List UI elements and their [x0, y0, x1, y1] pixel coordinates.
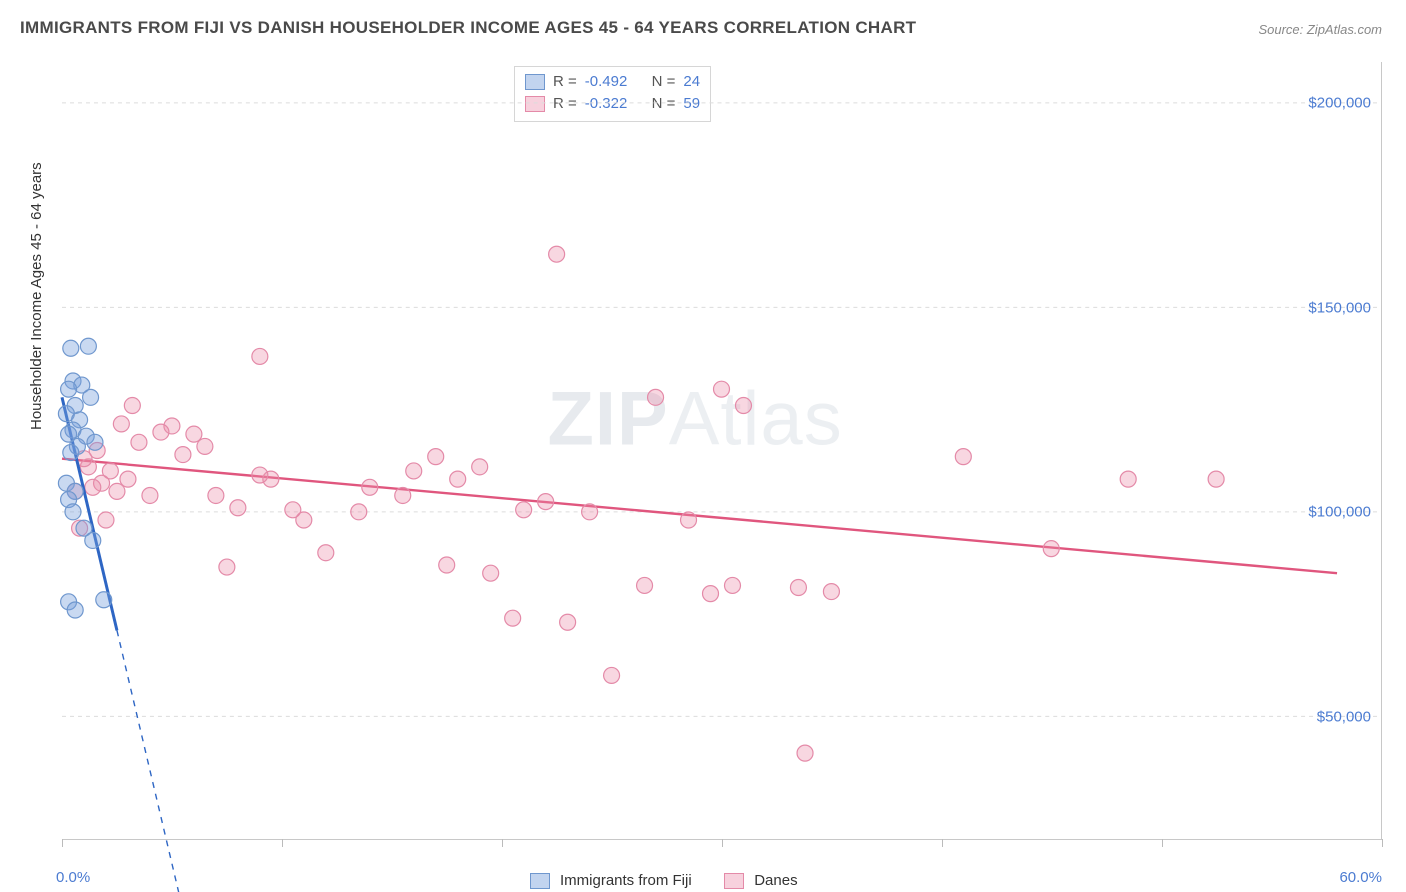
y-tick-label: $50,000	[1317, 709, 1371, 726]
swatch-icon	[724, 873, 744, 889]
legend-label-fiji: Immigrants from Fiji	[560, 872, 692, 889]
x-tick	[722, 839, 723, 847]
legend-label-danes: Danes	[754, 872, 797, 889]
x-tick	[502, 839, 503, 847]
x-tick	[1162, 839, 1163, 847]
x-tick	[942, 839, 943, 847]
source-attribution: Source: ZipAtlas.com	[1258, 22, 1382, 37]
y-tick-label: $150,000	[1308, 299, 1371, 316]
x-tick	[1382, 839, 1383, 847]
chart-svg	[62, 62, 1381, 839]
x-tick	[282, 839, 283, 847]
x-tick	[62, 839, 63, 847]
plot-area: ZIPAtlas R = -0.492 N = 24 R = -0.322 N …	[62, 62, 1382, 840]
x-axis-min-label: 0.0%	[56, 869, 90, 886]
x-axis-max-label: 60.0%	[1339, 869, 1382, 886]
swatch-icon	[530, 873, 550, 889]
y-tick-label: $200,000	[1308, 94, 1371, 111]
y-axis-label: Householder Income Ages 45 - 64 years	[28, 162, 45, 430]
y-tick-label: $100,000	[1308, 504, 1371, 521]
chart-title: IMMIGRANTS FROM FIJI VS DANISH HOUSEHOLD…	[20, 18, 916, 38]
series-legend: Immigrants from Fiji Danes	[530, 872, 798, 889]
